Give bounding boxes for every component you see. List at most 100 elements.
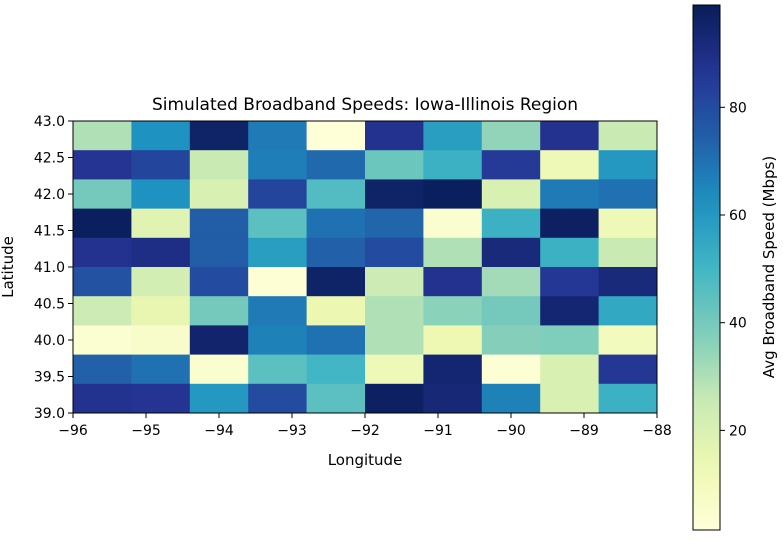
- heatmap-cell: [131, 208, 191, 239]
- heatmap-cell: [73, 354, 132, 385]
- heatmap-cell: [365, 383, 424, 414]
- y-tick-label: 42.0: [34, 187, 65, 203]
- heatmap-cell: [540, 179, 600, 210]
- y-tick-label: 40.5: [34, 297, 65, 313]
- heatmap-cell: [365, 208, 424, 239]
- heatmap-cell: [365, 267, 424, 297]
- x-tick-label: −90: [496, 423, 526, 439]
- y-tick-label: 40.0: [34, 333, 65, 349]
- heatmap-cell: [248, 121, 308, 151]
- heatmap-cell: [365, 325, 424, 356]
- heatmap-cell: [189, 296, 249, 326]
- heatmap-cell: [365, 179, 424, 210]
- x-tick-label: −92: [350, 423, 380, 439]
- heatmap-cell: [131, 267, 191, 297]
- heatmap-cell: [189, 237, 249, 268]
- heatmap-cell: [131, 325, 191, 356]
- heatmap-cell: [189, 354, 249, 385]
- colorbar-tick-label: 20: [729, 423, 747, 439]
- heatmap-cell: [131, 179, 191, 210]
- heatmap-cell: [481, 121, 541, 151]
- heatmap-cell: [365, 150, 424, 180]
- heatmap-cell: [306, 267, 366, 297]
- heatmap-cell: [248, 150, 308, 180]
- y-axis-label: Latitude: [0, 236, 17, 298]
- heatmap-cell: [131, 296, 191, 326]
- x-tick-label: −95: [131, 423, 161, 439]
- heatmap-cell: [481, 354, 541, 385]
- heatmap-cell: [306, 179, 366, 210]
- heatmap-cell: [598, 179, 658, 210]
- heatmap-cell: [423, 179, 483, 210]
- heatmap-cell: [423, 267, 483, 297]
- heatmap-cell: [423, 150, 483, 180]
- heatmap-cell: [423, 121, 483, 151]
- heatmap-cell: [540, 325, 600, 356]
- heatmap-cell: [598, 237, 658, 268]
- heatmap-cell: [481, 267, 541, 297]
- heatmap-cell: [481, 179, 541, 210]
- heatmap-cell: [73, 179, 132, 210]
- heatmap-cell: [365, 121, 424, 151]
- heatmap-cell: [306, 354, 366, 385]
- heatmap-cell: [481, 237, 541, 268]
- colorbar-tick-label: 40: [729, 316, 747, 332]
- chart-title: Simulated Broadband Speeds: Iowa-Illinoi…: [152, 95, 578, 115]
- heatmap-cell: [189, 179, 249, 210]
- x-tick-label: −93: [277, 423, 307, 439]
- heatmap-cell: [73, 383, 132, 414]
- heatmap-cell: [189, 383, 249, 414]
- heatmap-cell: [73, 325, 132, 356]
- heatmap-cell: [131, 383, 191, 414]
- y-tick-label: 42.5: [34, 151, 65, 167]
- heatmap-cell: [189, 325, 249, 356]
- heatmap-cell: [73, 267, 132, 297]
- heatmap-cell: [306, 121, 366, 151]
- heatmap-cell: [481, 208, 541, 239]
- colorbar-tick-label: 60: [729, 208, 747, 224]
- heatmap-cell: [189, 150, 249, 180]
- heatmap-cell: [131, 354, 191, 385]
- heatmap-cell: [189, 121, 249, 151]
- heatmap-cell: [423, 296, 483, 326]
- heatmap-cell: [248, 325, 308, 356]
- heatmap-cell: [73, 150, 132, 180]
- heatmap-cell: [365, 237, 424, 268]
- heatmap-cell: [248, 383, 308, 414]
- heatmap-cell: [423, 383, 483, 414]
- y-tick-label: 43.0: [34, 114, 65, 130]
- heatmap-cell: [306, 150, 366, 180]
- x-tick-label: −89: [569, 423, 599, 439]
- heatmap-cell: [248, 354, 308, 385]
- heatmap-cell: [423, 325, 483, 356]
- heatmap-cell: [248, 296, 308, 326]
- heatmap-cell: [73, 296, 132, 326]
- heatmap-cell: [423, 237, 483, 268]
- heatmap-cell: [73, 208, 132, 239]
- heatmap-cell: [131, 237, 191, 268]
- heatmap-cell: [365, 354, 424, 385]
- heatmap-cell: [481, 383, 541, 414]
- heatmap-cell: [540, 296, 600, 326]
- heatmap-cell: [248, 179, 308, 210]
- heatmap-cell: [131, 150, 191, 180]
- heatmap-cell: [598, 267, 658, 297]
- colorbar-tick-label: 80: [729, 100, 747, 116]
- y-tick-label: 41.5: [34, 224, 65, 240]
- colorbar-label: Avg Broadband Speed (Mbps): [760, 156, 778, 378]
- x-tick-label: −96: [58, 423, 88, 439]
- heatmap-cell: [540, 121, 600, 151]
- heatmap-cell: [306, 296, 366, 326]
- x-tick-label: −94: [204, 423, 234, 439]
- heatmap-cell: [306, 237, 366, 268]
- heatmap-cell: [248, 237, 308, 268]
- y-tick-label: 39.0: [34, 406, 65, 422]
- heatmap-cell: [73, 237, 132, 268]
- heatmap-cell: [598, 354, 658, 385]
- heatmap-cell: [598, 150, 658, 180]
- heatmap-cell: [189, 267, 249, 297]
- colorbar: [692, 4, 721, 531]
- heatmap-cell: [598, 121, 658, 151]
- heatmap-cell: [248, 208, 308, 239]
